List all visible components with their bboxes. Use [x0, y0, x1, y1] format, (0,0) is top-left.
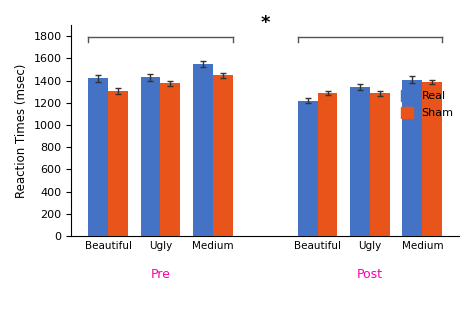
Bar [160, 84, 180, 236]
Bar [193, 64, 213, 236]
Legend: Real, Sham: Real, Sham [401, 90, 454, 118]
Text: Pre: Pre [151, 268, 170, 281]
Text: *: * [260, 14, 270, 32]
Bar [422, 82, 442, 236]
Bar [88, 78, 108, 236]
Bar [108, 91, 128, 236]
Bar [350, 87, 370, 236]
Bar [318, 93, 337, 236]
Bar [402, 80, 422, 236]
Bar [298, 101, 318, 236]
Text: Post: Post [357, 268, 383, 281]
Bar [213, 75, 233, 236]
Bar [370, 93, 390, 236]
Bar [141, 77, 160, 236]
Y-axis label: Reaction Times (msec): Reaction Times (msec) [15, 63, 28, 198]
